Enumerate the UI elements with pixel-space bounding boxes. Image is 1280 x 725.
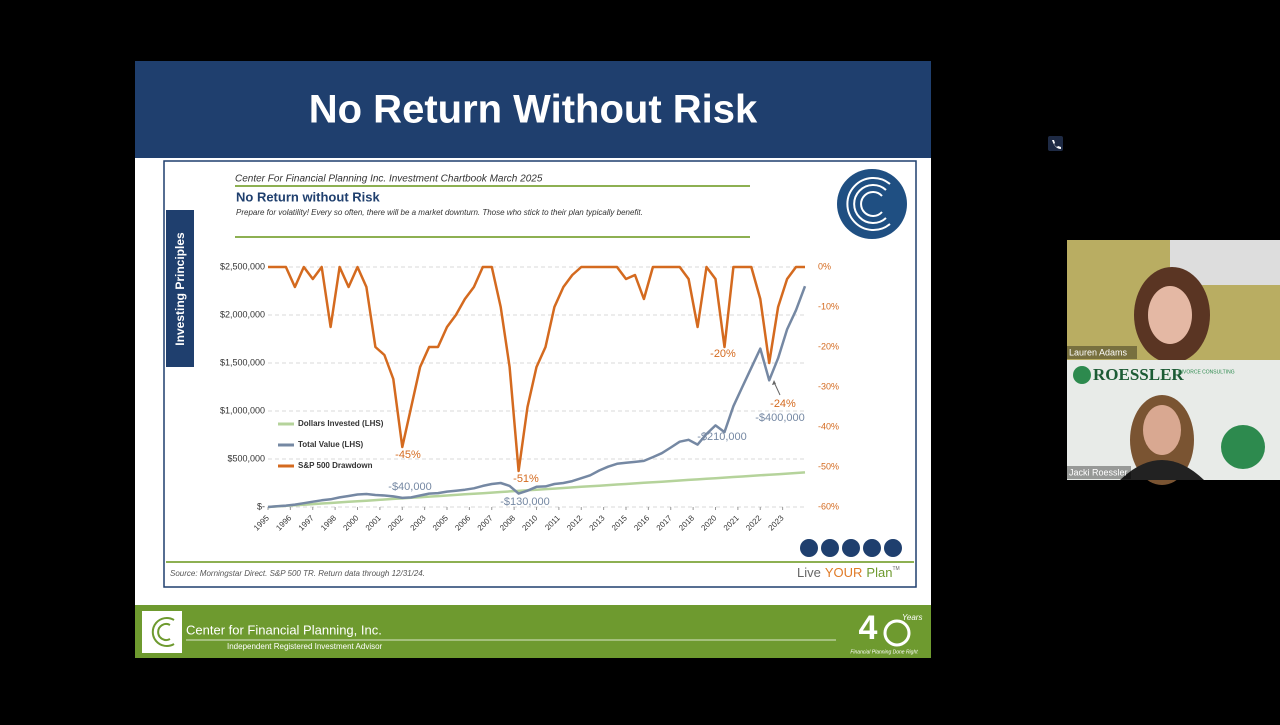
chart-frame <box>163 160 917 588</box>
annotation: -$400,000 <box>755 412 805 424</box>
video-tile: ROESSLER DIVORCE CONSULTING Jacki Roessl… <box>1067 360 1280 485</box>
legend-label: Total Value (LHS) <box>298 440 364 449</box>
logo-mark <box>846 177 891 231</box>
anniversary-mark <box>883 619 911 647</box>
tagline: Live YOUR PlanTM <box>797 565 900 580</box>
y-tick-label: $1,000,000 <box>220 405 265 415</box>
person-body <box>1120 460 1204 480</box>
participant-name: Jacki Roessler <box>1069 467 1128 477</box>
footer-motto: Financial Planning Done Right <box>850 649 918 655</box>
series-line <box>268 265 805 473</box>
icons <box>800 539 902 557</box>
footer-logo <box>142 611 182 653</box>
annotation: -51% <box>513 473 539 485</box>
video-tile: Lauren Adams <box>1067 240 1280 363</box>
icon <box>821 539 839 557</box>
y-tick-label: $- <box>257 501 265 511</box>
phone-icon <box>1052 140 1061 149</box>
y2-tick-label: -20% <box>818 341 839 351</box>
y2-tick-label: 0% <box>818 261 831 271</box>
logo-text: ROESSLER <box>1093 365 1184 384</box>
y-tick-label: $1,500,000 <box>220 357 265 367</box>
person-face <box>1143 405 1181 455</box>
trademark: TM <box>892 566 899 572</box>
footer-logo-mark <box>151 617 175 647</box>
logo-mark <box>1073 366 1091 384</box>
legend-label: S&P 500 Drawdown <box>298 461 373 470</box>
name-badge <box>1067 346 1137 359</box>
side-tab-label: Investing Principles <box>173 232 187 346</box>
annotation-arrowhead <box>772 380 776 385</box>
side-tab <box>166 210 194 367</box>
footer-subtitle: Independent Registered Investment Adviso… <box>227 642 383 651</box>
name-badge <box>1067 466 1131 479</box>
annotation: -20% <box>710 348 736 360</box>
y-tick-label: $2,500,000 <box>220 261 265 271</box>
logo-badge <box>1221 425 1265 469</box>
slide-title: No Return Without Risk <box>309 88 758 132</box>
annotation: -45% <box>395 449 421 461</box>
chart-subheading: Prepare for volatility! Every so often, … <box>236 208 643 217</box>
y-tick-label: $500,000 <box>227 453 265 463</box>
y2-tick-label: -60% <box>818 501 839 511</box>
icon <box>863 539 881 557</box>
tagline-word: Live <box>797 565 821 580</box>
participant-name: Lauren Adams <box>1069 347 1128 357</box>
series-line <box>267 471 806 509</box>
slide-header <box>135 61 931 158</box>
tagline-word: YOUR <box>825 565 863 580</box>
y2-tick-label: -10% <box>818 301 839 311</box>
annotation: -$210,000 <box>697 431 747 443</box>
person-face <box>1148 286 1192 344</box>
legend-label: Dollars Invested (LHS) <box>298 419 384 428</box>
slide-footer <box>135 605 931 658</box>
icon <box>800 539 818 557</box>
icon <box>884 539 902 557</box>
y-tick-label: $2,000,000 <box>220 309 265 319</box>
source-note: Source: Morningstar Direct. S&P 500 TR. … <box>170 569 425 578</box>
footer-company: Center for Financial Planning, Inc. <box>186 622 382 637</box>
y2-tick-label: -30% <box>818 381 839 391</box>
annotation: -$40,000 <box>388 481 431 493</box>
y2-tick-label: -50% <box>818 461 839 471</box>
annotation: -$130,000 <box>500 496 550 508</box>
series-line <box>267 285 807 509</box>
logo-subtext: DIVORCE CONSULTING <box>1178 369 1235 375</box>
chartbook-label: Center For Financial Planning Inc. Inves… <box>235 174 543 185</box>
icon <box>842 539 860 557</box>
y2-tick-label: -40% <box>818 421 839 431</box>
anniversary-number: 4 <box>859 609 878 647</box>
anniversary-word: Years <box>902 613 922 622</box>
annotation: -24% <box>770 398 796 410</box>
tagline-word: Plan <box>866 565 892 580</box>
chart-heading: No Return without Risk <box>236 189 380 204</box>
